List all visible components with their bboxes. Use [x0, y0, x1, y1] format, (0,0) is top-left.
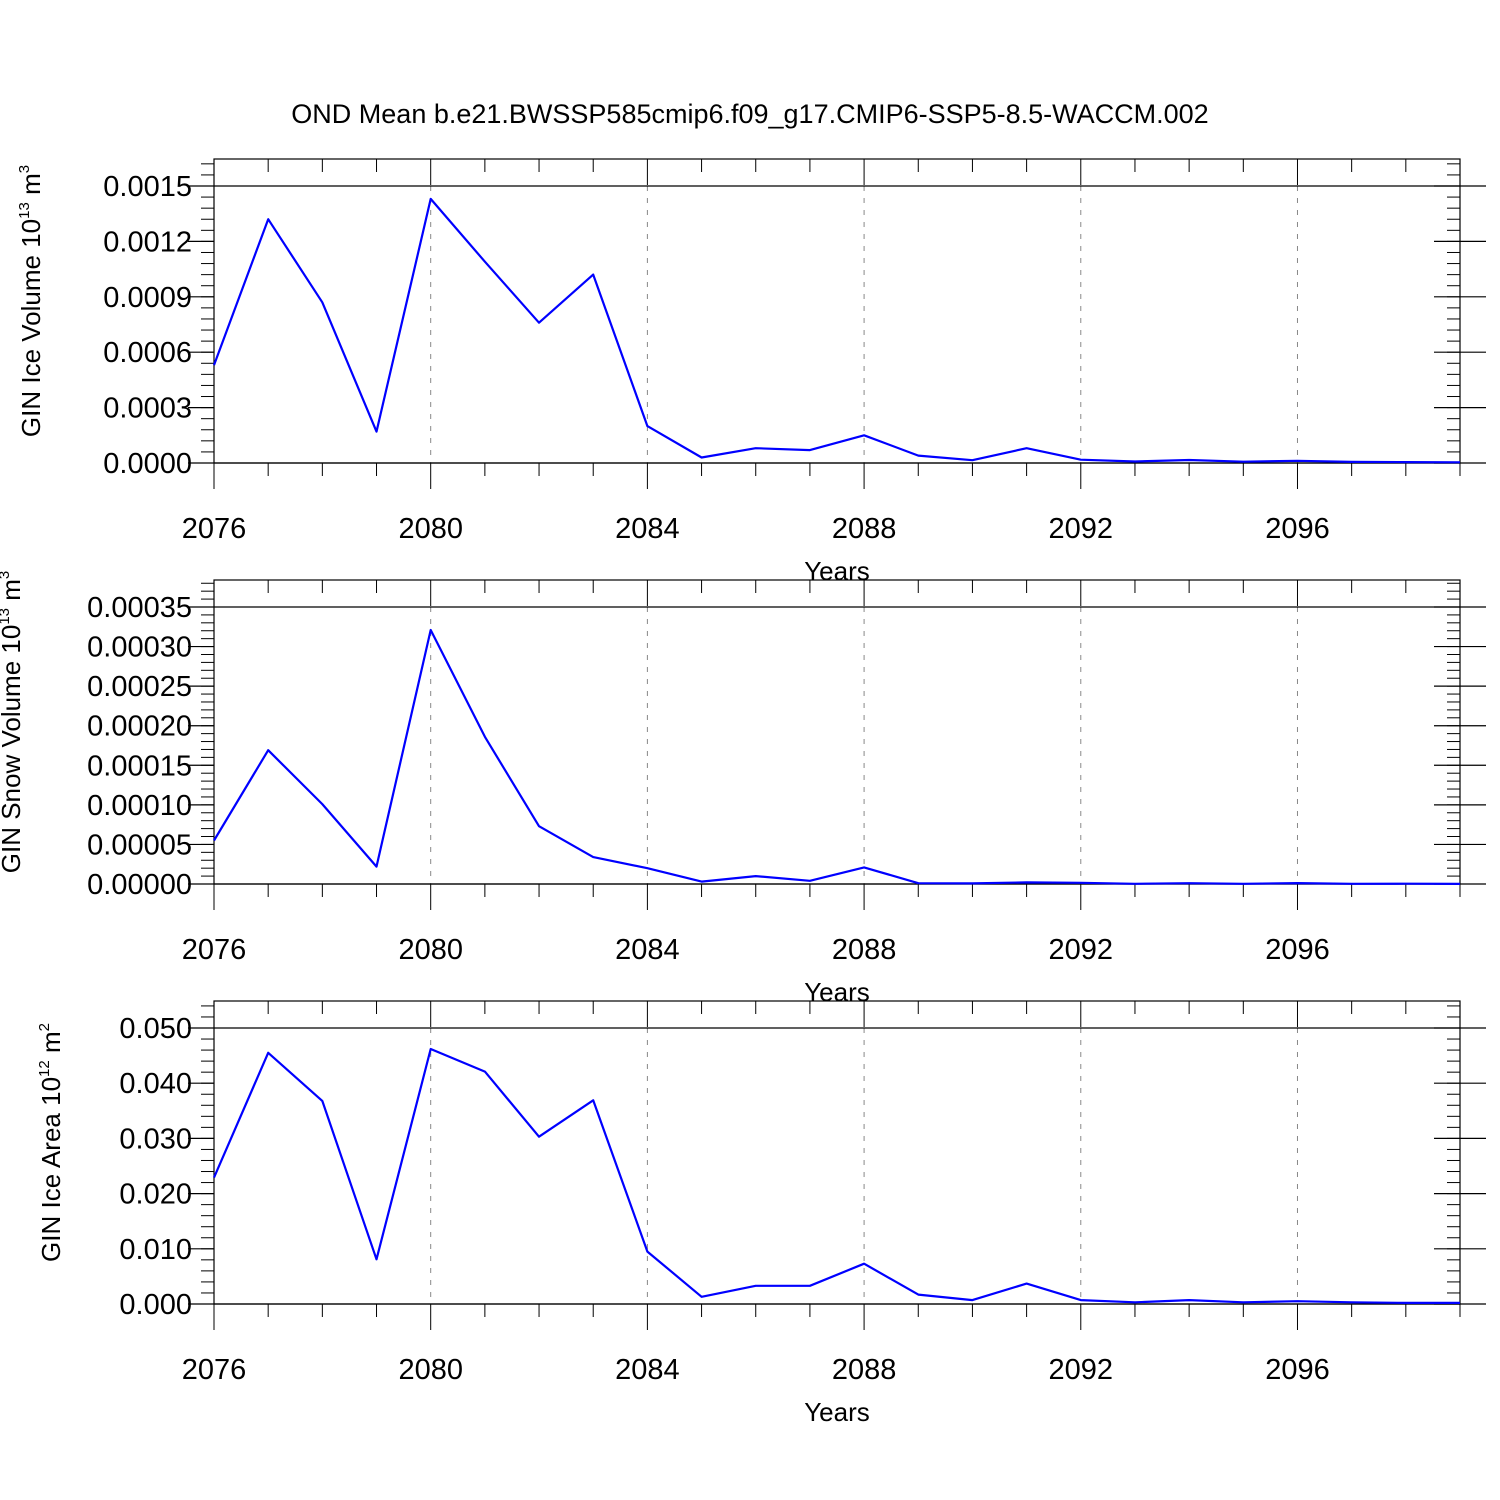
x-tick-label: 2088	[832, 1354, 897, 1386]
y-tick-label: 0.00010	[87, 790, 192, 822]
y-axis-label-text: GIN Ice Volume 10	[16, 219, 46, 437]
x-axis-label: Years	[804, 977, 870, 1007]
y-tick-label: 0.00025	[87, 671, 192, 703]
x-tick-label: 2084	[615, 1354, 680, 1386]
y-axis-label-unit: m	[0, 579, 26, 608]
x-tick-label: 2088	[832, 934, 897, 966]
y-axis-label-unit: m	[36, 1031, 66, 1060]
x-tick-label: 2092	[1049, 1354, 1114, 1386]
y-axis-label-unit-exponent: 3	[0, 571, 13, 579]
series-line	[212, 1047, 1460, 1305]
x-tick-label: 2076	[182, 934, 247, 966]
y-tick-label: 0.0009	[103, 282, 192, 314]
y-tick-label: 0.00005	[87, 829, 192, 861]
x-tick-label: 2080	[398, 934, 463, 966]
x-axis-label: Years	[804, 556, 870, 586]
y-tick-label: 0.00035	[87, 592, 192, 624]
x-tick-label: 2084	[615, 513, 680, 545]
y-tick-label: 0.0012	[103, 226, 192, 258]
y-tick-label: 0.0003	[103, 393, 192, 425]
y-axis-label: GIN Ice Volume 1013 m3	[16, 165, 46, 437]
y-axis-label-text: GIN Snow Volume 10	[0, 625, 26, 874]
panels: 0.00000.00030.00060.00090.00120.00152076…	[0, 158, 1486, 1427]
y-tick-label: 0.040	[119, 1068, 192, 1100]
y-tick-label: 0.0000	[103, 448, 192, 480]
y-tick-label: 0.00020	[87, 711, 192, 743]
y-tick-label: 0.000	[119, 1289, 192, 1321]
y-tick-label: 0.010	[119, 1234, 192, 1266]
y-axis-label-exponent: 13	[16, 202, 33, 219]
chart-panel-1: 0.0000 0.0003 0.0006 0.0009 0.0012 0.0015 2076…	[16, 158, 1486, 586]
series-line	[212, 197, 1461, 464]
y-axis-label-unit-exponent: 2	[36, 1023, 53, 1031]
x-tick-label: 2088	[832, 513, 897, 545]
y-tick-label: 0.0006	[103, 337, 192, 369]
y-axis-label-unit-exponent: 3	[16, 165, 33, 173]
x-tick-label: 2096	[1265, 1354, 1330, 1386]
x-tick-label: 2076	[182, 1354, 247, 1386]
figure-title: OND Mean b.e21.BWSSP585cmip6.f09_g17.CMI…	[291, 99, 1208, 129]
x-tick-label: 2092	[1049, 934, 1114, 966]
y-tick-label: 0.030	[119, 1123, 192, 1155]
series-line	[213, 628, 1461, 886]
x-tick-label: 2096	[1265, 513, 1330, 545]
x-tick-label: 2080	[398, 513, 463, 545]
x-tick-label: 2096	[1265, 934, 1330, 966]
y-axis-label-unit: m	[16, 173, 46, 202]
y-axis-label-exponent: 13	[0, 608, 13, 625]
x-tick-label: 2080	[398, 1354, 463, 1386]
y-axis-label: GIN Ice Area 1012 m2	[36, 1023, 66, 1262]
y-tick-label: 0.020	[119, 1179, 192, 1211]
x-tick-label: 2084	[615, 934, 680, 966]
chart-panel-3: 0.000 0.010 0.020 0.030 0.040 0.050 2076 2080 20…	[36, 1000, 1486, 1427]
y-axis-label-exponent: 12	[36, 1060, 53, 1077]
x-tick-label: 2076	[182, 513, 247, 545]
y-tick-label: 0.00015	[87, 750, 192, 782]
y-tick-label: 0.00000	[87, 869, 192, 901]
y-tick-label: 0.050	[119, 1013, 192, 1045]
y-tick-label: 0.0015	[103, 171, 192, 203]
y-axis-label-text: GIN Ice Area 10	[36, 1077, 66, 1262]
chart-panel-2: 0.00000 0.00005 0.00010 0.00015 0.00020 0.000…	[0, 571, 1486, 1007]
x-axis-label: Years	[804, 1397, 870, 1427]
y-tick-label: 0.00030	[87, 632, 192, 664]
x-tick-label: 2092	[1049, 513, 1114, 545]
y-axis-label: GIN Snow Volume 1013 m3	[0, 571, 26, 874]
